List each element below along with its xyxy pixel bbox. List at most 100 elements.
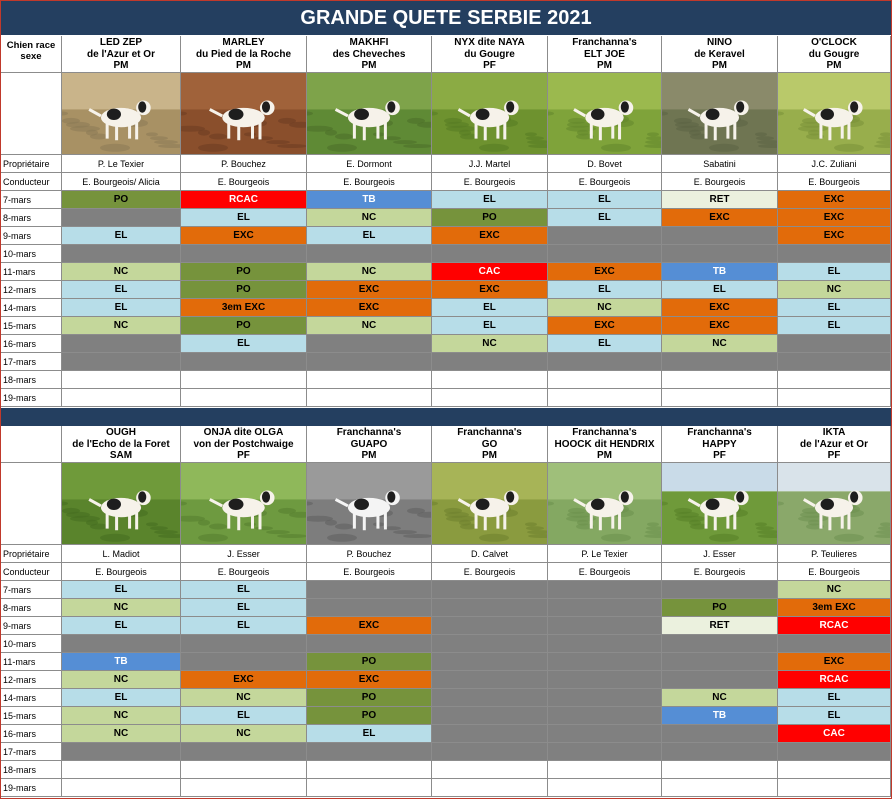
result-cell: RCAC xyxy=(778,617,891,635)
result-cell: PO xyxy=(62,191,181,209)
result-cell: EL xyxy=(548,335,662,353)
result-cell: CAC xyxy=(778,725,891,743)
result-cell xyxy=(307,761,432,779)
date-label: 14-mars xyxy=(1,299,62,317)
result-cell: NC xyxy=(181,725,307,743)
result-cell: NC xyxy=(62,599,181,617)
date-label: 12-mars xyxy=(1,671,62,689)
result-cell: EXC xyxy=(662,299,778,317)
result-cell xyxy=(62,635,181,653)
dog-photo xyxy=(548,73,662,155)
result-cell xyxy=(307,599,432,617)
result-cell: PO xyxy=(307,707,432,725)
result-cell xyxy=(778,779,891,797)
result-cell xyxy=(778,353,891,371)
result-cell xyxy=(62,209,181,227)
dog-photo xyxy=(432,463,548,545)
dog-header: Franchanna's HOOCK dit HENDRIX PM xyxy=(548,426,662,463)
dog-name: MAKHFI xyxy=(349,37,389,48)
date-label: 15-mars xyxy=(1,707,62,725)
result-cell xyxy=(662,581,778,599)
dog-photo xyxy=(662,463,778,545)
result-cell: EL xyxy=(181,209,307,227)
result-cell xyxy=(662,671,778,689)
dog-kennel: du Pied de la Roche xyxy=(195,48,292,60)
dog-header: IKTA de l'Azur et Or PF xyxy=(778,426,891,463)
result-cell xyxy=(662,761,778,779)
result-cell: EL xyxy=(548,209,662,227)
dog-name: Franchanna's xyxy=(457,427,522,438)
result-cell: EL xyxy=(432,299,548,317)
result-cell xyxy=(432,353,548,371)
result-cell: TB xyxy=(307,191,432,209)
dog-kennel: de l'Azur et Or xyxy=(800,438,868,450)
result-cell: NC xyxy=(778,581,891,599)
dog-owner: P. Le Texier xyxy=(548,545,662,563)
result-cell: EXC xyxy=(778,209,891,227)
dog-kennel: du Gougre xyxy=(808,48,860,60)
result-cell: EL xyxy=(307,227,432,245)
result-cell: EL xyxy=(62,227,181,245)
result-cell xyxy=(548,371,662,389)
dog-sex: PF xyxy=(237,450,250,461)
result-cell: 3em EXC xyxy=(778,599,891,617)
result-cell: PO xyxy=(307,689,432,707)
dog-photo xyxy=(778,463,891,545)
result-cell: NC xyxy=(62,707,181,725)
result-cell: EXC xyxy=(778,227,891,245)
dog-header: LED ZEP de l'Azur et Or PM xyxy=(62,36,181,73)
result-cell: CAC xyxy=(432,263,548,281)
result-cell: NC xyxy=(307,317,432,335)
result-cell xyxy=(432,581,548,599)
result-cell: EL xyxy=(307,725,432,743)
date-label: 17-mars xyxy=(1,353,62,371)
result-cell xyxy=(307,779,432,797)
result-cell: NC xyxy=(662,689,778,707)
dog-owner: D. Calvet xyxy=(432,545,548,563)
dog-owner: P. Bouchez xyxy=(181,155,307,173)
dog-name: Franchanna's xyxy=(572,37,637,48)
dog-owner: P. Teulieres xyxy=(778,545,891,563)
dog-kennel: GUAPO xyxy=(350,438,388,450)
result-cell xyxy=(62,353,181,371)
result-cell xyxy=(432,245,548,263)
result-cell: EL xyxy=(432,191,548,209)
dog-kennel: von der Postchwaige xyxy=(193,438,294,450)
result-cell: EXC xyxy=(307,671,432,689)
dog-name: Franchanna's xyxy=(572,427,637,438)
dog-kennel: des Cheveches xyxy=(332,48,406,60)
result-cell: PO xyxy=(432,209,548,227)
dog-handler: E. Bourgeois/ Alicia xyxy=(62,173,181,191)
result-cell: RCAC xyxy=(181,191,307,209)
dog-owner: Sabatini xyxy=(662,155,778,173)
result-cell xyxy=(432,617,548,635)
result-cell: EL xyxy=(778,299,891,317)
result-cell xyxy=(62,335,181,353)
row-label-owner: Propriétaire xyxy=(1,545,62,563)
dog-photo xyxy=(432,73,548,155)
result-cell xyxy=(307,581,432,599)
result-cell: PO xyxy=(307,653,432,671)
result-cell: EL xyxy=(548,191,662,209)
result-cell: EXC xyxy=(548,263,662,281)
date-label: 19-mars xyxy=(1,779,62,797)
result-cell xyxy=(662,779,778,797)
result-cell xyxy=(662,653,778,671)
result-cell xyxy=(662,635,778,653)
result-cell: PO xyxy=(181,281,307,299)
result-cell xyxy=(432,371,548,389)
result-cell xyxy=(778,635,891,653)
result-cell xyxy=(662,353,778,371)
dog-handler: E. Bourgeois xyxy=(548,173,662,191)
result-cell xyxy=(181,371,307,389)
result-cell xyxy=(432,653,548,671)
result-cell: EL xyxy=(432,317,548,335)
dog-header: OUGH de l'Echo de la Foret SAM xyxy=(62,426,181,463)
result-cell: EXC xyxy=(662,209,778,227)
dog-photo xyxy=(181,463,307,545)
result-cell xyxy=(307,743,432,761)
result-cell xyxy=(62,245,181,263)
date-label: 7-mars xyxy=(1,191,62,209)
result-cell: NC xyxy=(307,209,432,227)
